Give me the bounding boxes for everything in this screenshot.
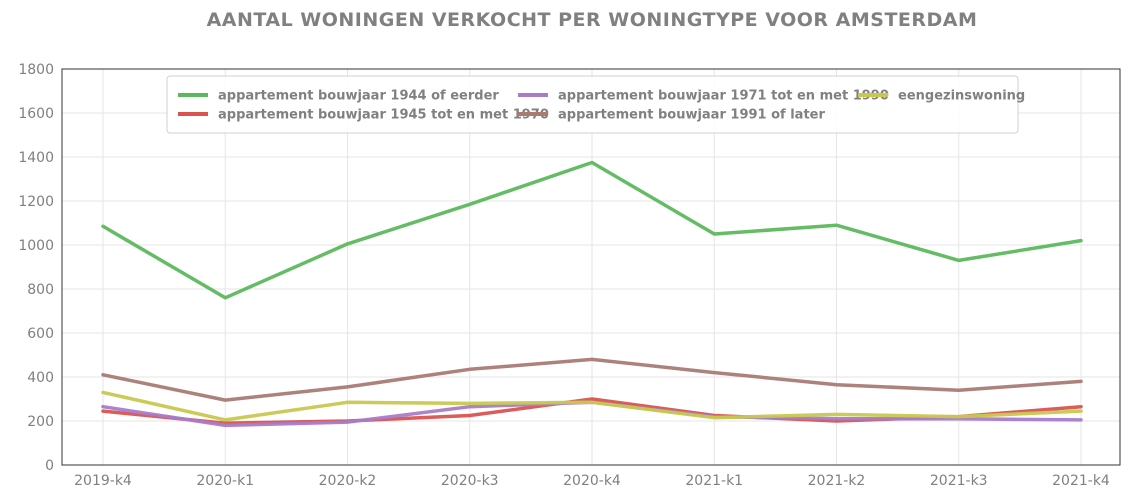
y-tick-label: 600 <box>27 326 54 342</box>
x-tick-label: 2021-k1 <box>685 473 743 489</box>
series-lines <box>101 160 1083 428</box>
legend: appartement bouwjaar 1944 of eerder appar… <box>166 75 1025 134</box>
legend-label-2: appartement bouwjaar 1945 tot en met 197… <box>218 108 549 123</box>
x-tick-label: 2020-k2 <box>319 473 377 489</box>
y-axis: 0 200 400 600 800 1000 1200 1400 1600 1800 <box>18 62 54 474</box>
plot-frame <box>61 68 1121 466</box>
x-tick-label: 2020-k3 <box>441 473 499 489</box>
grid-lines <box>62 68 1120 466</box>
chart-title: AANTAL WONINGEN VERKOCHT PER WONINGTYPE … <box>207 9 978 31</box>
x-tick-label: 2019-k4 <box>74 473 132 489</box>
series-line-4 <box>101 357 1083 402</box>
y-tick-label: 200 <box>27 414 54 430</box>
x-tick-label: 2021-k4 <box>1052 473 1110 489</box>
series-line-1 <box>101 160 1083 300</box>
legend-box <box>166 75 1019 134</box>
y-tick-label: 0 <box>45 458 54 474</box>
legend-label-3: appartement bouwjaar 1971 tot en met 199… <box>558 89 889 104</box>
y-tick-label: 800 <box>27 282 54 298</box>
y-tick-label: 1600 <box>18 106 54 122</box>
y-tick-label: 1200 <box>18 194 54 210</box>
series-line-5 <box>101 390 1083 422</box>
x-tick-label: 2021-k3 <box>930 473 988 489</box>
y-tick-label: 1800 <box>18 62 54 78</box>
legend-label-1: appartement bouwjaar 1944 of eerder <box>218 89 499 104</box>
legend-label-5: eengezinswoning <box>898 89 1025 104</box>
legend-label-4: appartement bouwjaar 1991 of later <box>558 108 825 123</box>
x-tick-label: 2020-k4 <box>563 473 621 489</box>
y-tick-label: 400 <box>27 370 54 386</box>
y-tick-label: 1000 <box>18 238 54 254</box>
x-axis: 2019-k4 2020-k1 2020-k2 2020-k3 2020-k4 2021-… <box>74 473 1110 489</box>
y-tick-label: 1400 <box>18 150 54 166</box>
x-tick-label: 2021-k2 <box>808 473 866 489</box>
x-tick-label: 2020-k1 <box>196 473 254 489</box>
